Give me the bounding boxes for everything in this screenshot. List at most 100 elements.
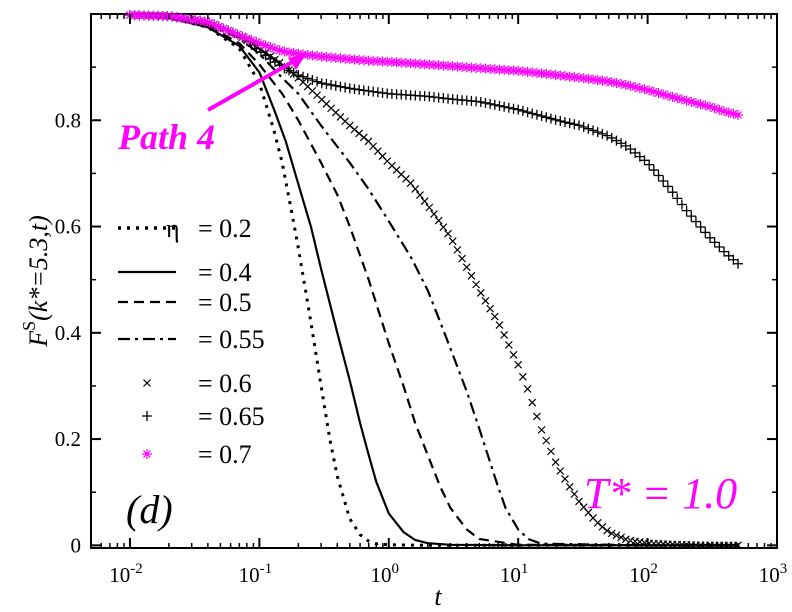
marker-star [255,38,266,49]
marker-plus [653,170,664,181]
marker-x [532,412,541,421]
legend: η = 0.2 = 0.4= 0.5 = 0.55 = 0.6 = 0.65 = 0.7 [118,214,265,469]
marker-plus [321,79,332,90]
marker-star [709,103,720,114]
series-3 [129,14,738,547]
marker-plus [475,96,486,107]
marker-star [653,88,664,99]
marker-star [190,15,201,26]
marker-star [676,94,687,105]
marker-plus [555,116,566,127]
y-tick-label: 0.2 [55,427,81,451]
marker-star [195,15,206,26]
marker-plus [588,125,599,136]
marker-star [686,96,697,107]
marker-star [616,78,627,89]
marker-x [528,398,537,407]
legend-item: η = 0.2 [118,214,252,243]
marker-star [714,104,725,115]
marker-x [561,474,569,483]
series-6 [124,10,744,120]
marker-plus [700,227,711,238]
marker-plus [527,108,538,119]
marker-plus [676,199,687,210]
marker-star [588,74,599,85]
marker-star [644,85,655,96]
marker-star [723,107,734,118]
marker-star [204,17,215,28]
marker-star [733,109,744,120]
marker-x [621,535,630,544]
marker-star [662,90,673,101]
marker-plus [704,232,715,243]
marker-star [690,98,701,109]
marker-plus [644,159,655,170]
marker-plus [690,216,701,227]
marker-x [556,467,565,475]
marker-star [592,75,603,86]
x-tick-label: 100 [371,561,400,587]
marker-star [232,29,243,40]
marker-x [406,179,415,188]
marker-plus [522,107,533,118]
marker-x [439,223,448,232]
marker-plus [283,65,294,76]
marker-star [728,108,739,119]
marker-star [597,75,608,86]
marker-plus [639,155,650,166]
marker-star [634,83,645,94]
legend-label: = 0.7 [198,440,252,469]
marker-x [411,185,420,193]
marker-plus [326,79,337,90]
marker-plus [503,102,514,113]
marker-star [625,80,636,91]
marker-plus [485,98,496,109]
x-tick-label: 10-2 [109,561,143,587]
marker-plus [508,103,519,114]
marker-x [444,229,452,238]
marker-plus [709,237,720,248]
legend-symbol: η [166,214,180,243]
x-tick-label: 10-1 [239,561,273,587]
series-line [129,14,738,547]
marker-x [416,191,424,200]
marker-plus [648,165,659,176]
marker-plus [302,73,313,84]
marker-x [143,379,151,387]
annotations: Path 4 T* = 1.0 (d) [117,54,737,532]
marker-plus [349,84,360,95]
marker-star [185,14,196,25]
marker-plus [344,83,355,94]
marker-plus [142,411,152,421]
marker-x [612,531,621,540]
marker-plus [330,80,341,91]
legend-label: = 0.2 [198,214,252,243]
marker-plus [293,70,304,81]
marker-x [504,340,513,349]
marker-star [620,79,631,90]
marker-x [472,280,481,289]
marker-x [617,533,626,542]
series-2 [129,14,738,547]
marker-plus [719,246,730,257]
marker-plus [541,112,552,123]
marker-plus [733,258,744,269]
marker-plus [606,132,617,143]
x-tick-label: 103 [759,561,788,587]
marker-star [667,91,678,102]
series-line [129,13,738,547]
legend-label: = 0.6 [198,369,252,398]
marker-plus [494,100,505,111]
legend-label: = 0.4 [198,258,252,287]
marker-x [542,436,551,445]
y-tick-label: 0.8 [55,108,81,132]
marker-plus [583,123,594,134]
marker-x [434,216,443,225]
marker-x [565,482,574,491]
marker-x [448,237,457,246]
y-tick-label: 0.6 [55,215,81,239]
marker-star [658,89,669,100]
marker-x [467,271,476,280]
marker-x [575,497,583,506]
